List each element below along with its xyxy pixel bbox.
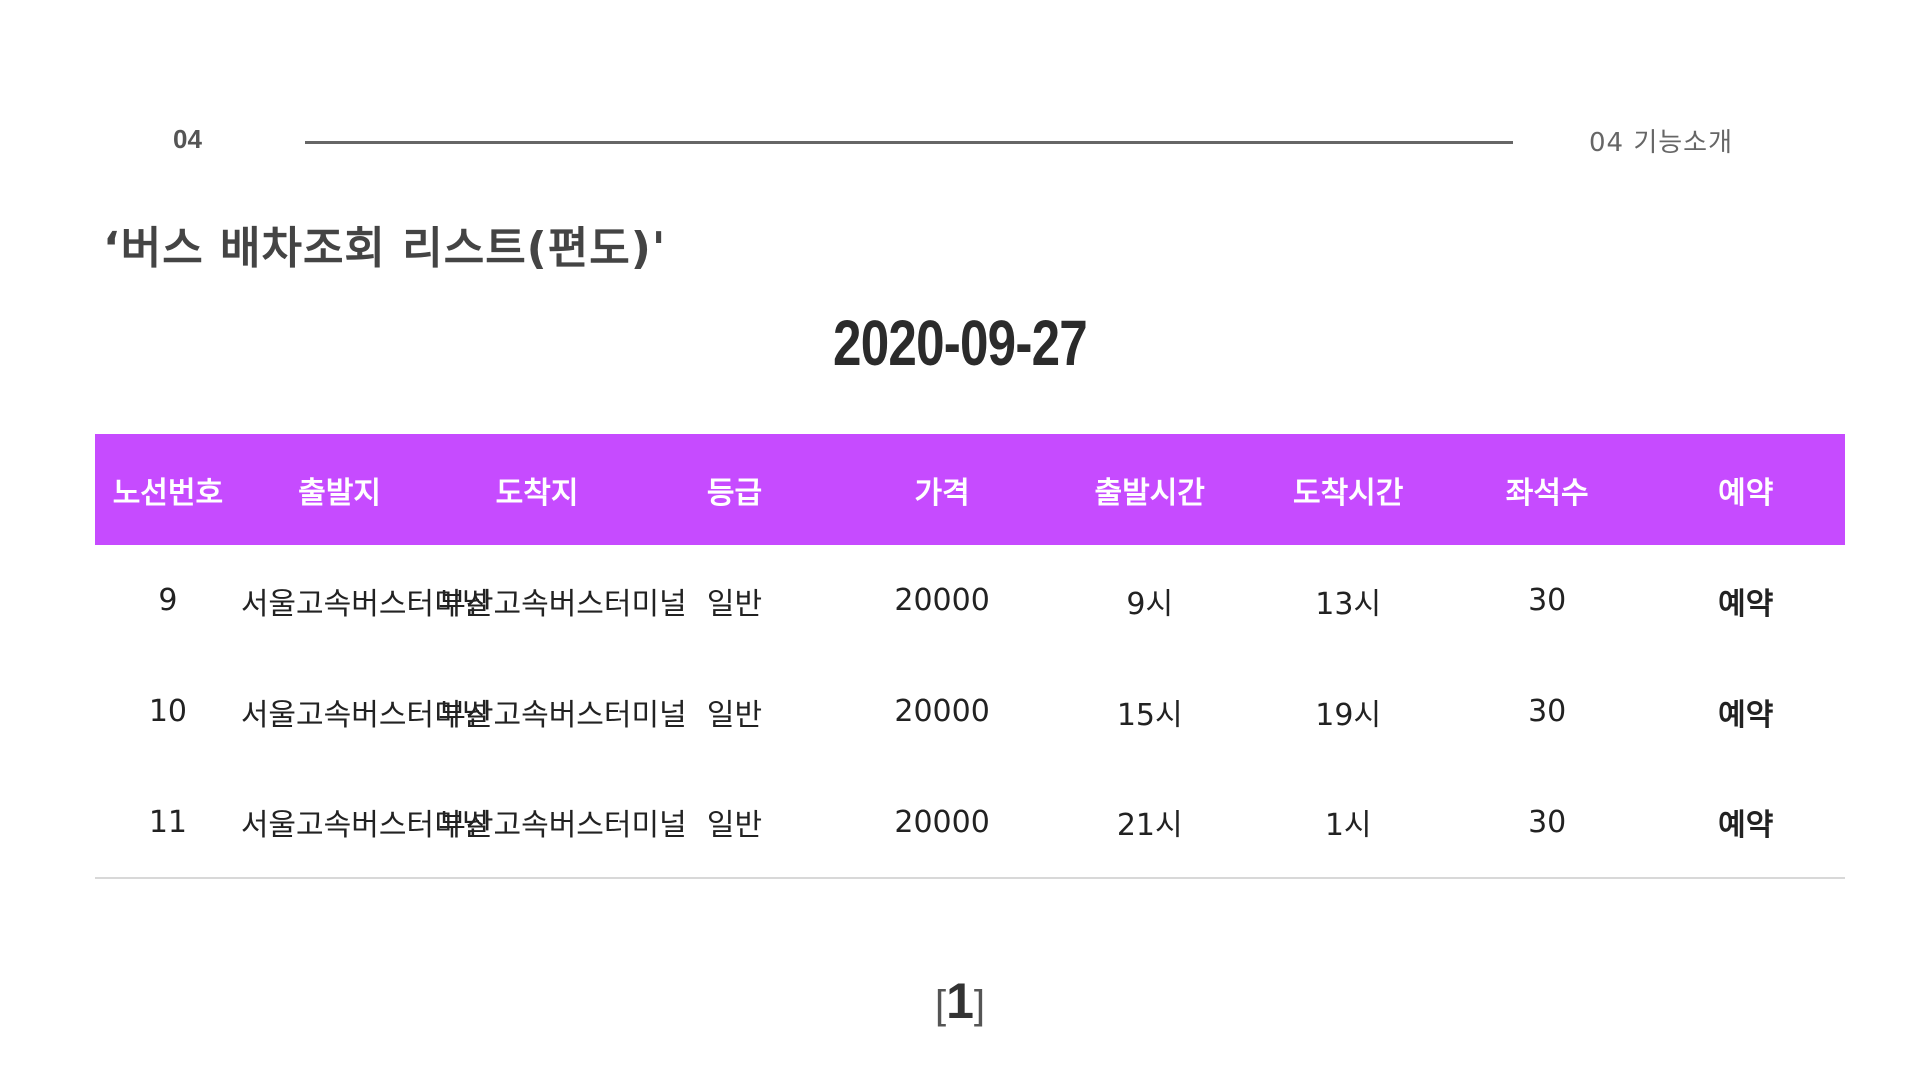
cell-departure: 서울고속버스터미널: [240, 586, 490, 622]
cell-departure: 서울고속버스터미널: [240, 697, 490, 733]
col-header-reserve: 예약: [1718, 475, 1774, 511]
cell-arrival-time: 13시: [1315, 586, 1382, 622]
col-header-arrival: 도착지: [495, 475, 579, 511]
col-header-departure: 출발지: [298, 475, 381, 511]
cell-arrival-time: 1시: [1324, 808, 1372, 843]
cell-grade: 일반: [706, 808, 763, 843]
schedule-table-container: 노선번호 출발지 도착지 등급 가격 출발시간 도착시간 좌석수 예약 9 서울…: [95, 434, 1845, 879]
bus-schedule-table: 노선번호 출발지 도착지 등급 가격 출발시간 도착시간 좌석수 예약 9 서울…: [95, 434, 1845, 879]
pagination: [1]: [0, 972, 1920, 1030]
col-header-price: 가격: [914, 475, 970, 511]
cell-seats: 30: [1528, 694, 1567, 729]
header-divider: [305, 141, 1513, 144]
cell-price: 20000: [894, 804, 990, 840]
reserve-link[interactable]: 예약: [1718, 697, 1774, 733]
col-header-route-number: 노선번호: [112, 475, 224, 511]
table-header-row: 노선번호 출발지 도착지 등급 가격 출발시간 도착시간 좌석수 예약: [95, 434, 1845, 545]
pagination-open-bracket: [: [934, 983, 947, 1027]
table-row: 10 서울고속버스터미널 부산고속버스터미널 일반 20000 15시 19시 …: [95, 656, 1845, 767]
cell-route-number: 10: [148, 694, 187, 729]
page-title: ‘버스 배차조회 리스트(편도)': [103, 223, 667, 274]
cell-grade: 일반: [706, 697, 763, 733]
slide-number: 04: [173, 124, 202, 154]
col-header-arrival-time: 도착시간: [1292, 475, 1404, 511]
col-header-grade: 등급: [706, 475, 763, 511]
cell-grade: 일반: [706, 586, 763, 622]
cell-departure-time: 21시: [1116, 808, 1183, 843]
cell-departure-time: 9시: [1126, 586, 1174, 622]
col-header-departure-time: 출발시간: [1094, 475, 1205, 511]
cell-arrival: 부산고속버스터미널: [438, 586, 687, 622]
reserve-link[interactable]: 예약: [1718, 808, 1774, 843]
section-label: 04 기능소개: [1588, 128, 1733, 158]
cell-departure-time: 15시: [1116, 697, 1183, 733]
cell-price: 20000: [894, 583, 990, 618]
table-row: 11 서울고속버스터미널 부산고속버스터미널 일반 20000 21시 1시 3…: [95, 767, 1845, 878]
reserve-link[interactable]: 예약: [1718, 586, 1774, 622]
date-heading: 2020-09-27: [833, 307, 1088, 379]
col-header-seats: 좌석수: [1505, 475, 1589, 511]
cell-arrival: 부산고속버스터미널: [438, 697, 687, 733]
pagination-close-bracket: ]: [973, 983, 986, 1027]
cell-arrival: 부산고속버스터미널: [438, 808, 687, 843]
cell-seats: 30: [1528, 804, 1567, 840]
cell-price: 20000: [894, 694, 990, 729]
page-link-1[interactable]: 1: [946, 973, 974, 1029]
cell-route-number: 9: [158, 583, 178, 618]
cell-departure: 서울고속버스터미널: [240, 808, 490, 843]
table-row: 9 서울고속버스터미널 부산고속버스터미널 일반 20000 9시 13시 30…: [95, 545, 1845, 656]
cell-arrival-time: 19시: [1315, 697, 1382, 733]
cell-route-number: 11: [148, 804, 187, 840]
cell-seats: 30: [1528, 583, 1567, 618]
